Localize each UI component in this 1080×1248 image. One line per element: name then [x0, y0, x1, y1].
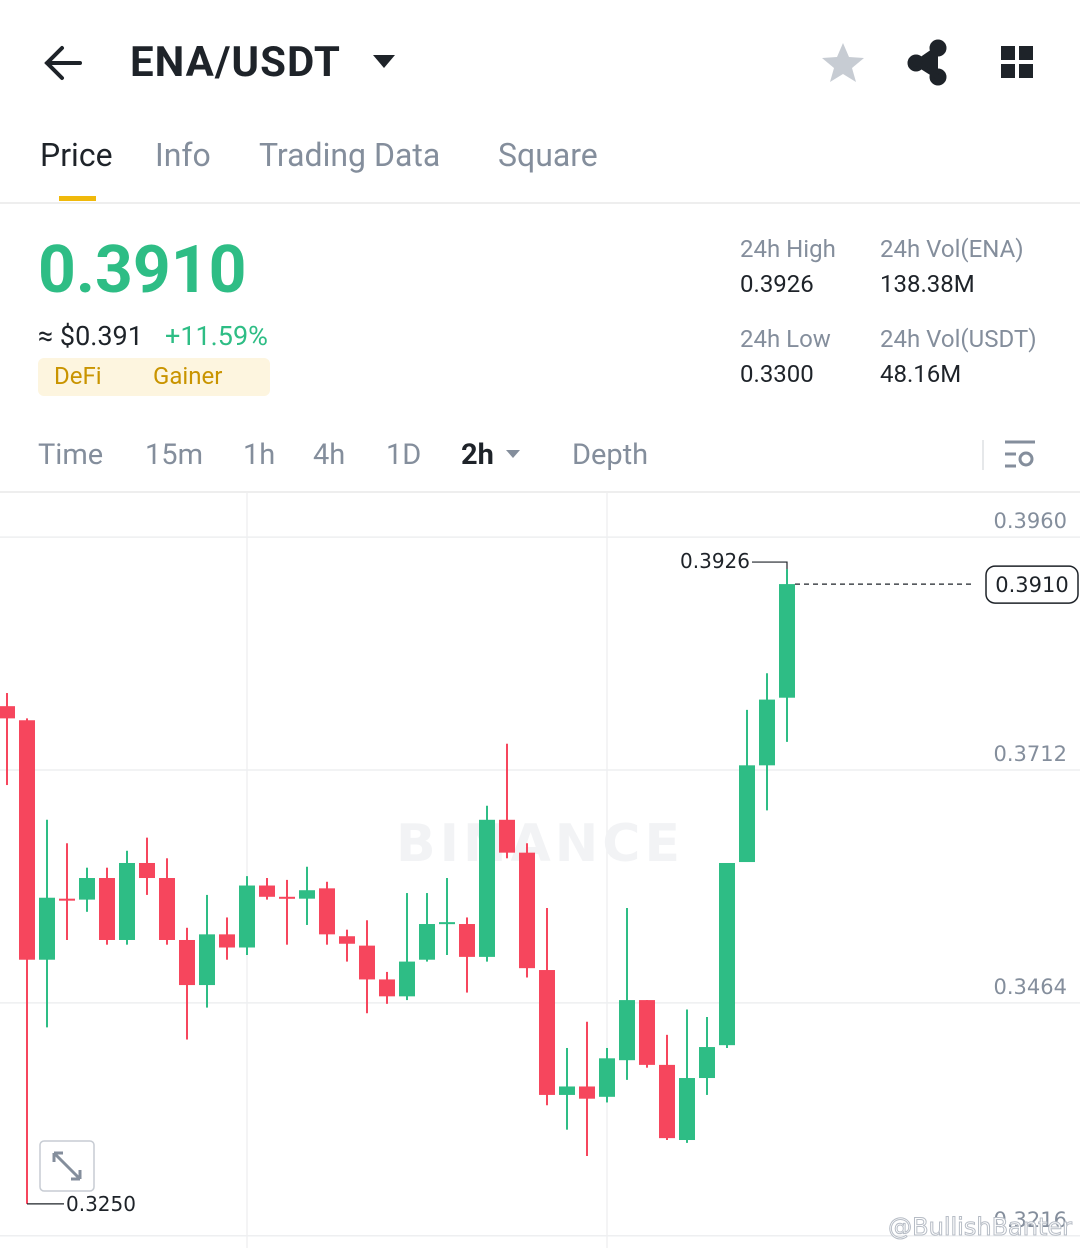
y-tick-label: 0.3216: [994, 1208, 1067, 1232]
candle-body: [299, 890, 315, 899]
candle-body: [359, 945, 375, 980]
last-price-box: [985, 565, 1079, 604]
interval[interactable]: 1D: [386, 438, 422, 472]
tab[interactable]: Price: [40, 136, 113, 174]
candle-body: [459, 924, 475, 957]
credit: @BullishBanter: [888, 1213, 1072, 1241]
back-button[interactable]: [44, 46, 82, 80]
interval[interactable]: 1h: [243, 438, 276, 472]
tag-box[interactable]: [38, 358, 270, 396]
high-annotation: 0.3926: [680, 549, 750, 573]
candle-body: [59, 898, 75, 901]
candle-body: [479, 819, 495, 957]
candle-body: [579, 1086, 595, 1099]
stat-label: 24h Vol(ENA): [880, 235, 1024, 263]
candle-body: [659, 1064, 675, 1139]
candle-body: [699, 1047, 715, 1079]
stat-value: 0.3300: [740, 360, 814, 388]
tab[interactable]: Square: [498, 136, 598, 174]
stat-label: 24h Low: [740, 325, 831, 353]
tab[interactable]: Info: [155, 136, 211, 174]
candle-body: [0, 706, 15, 719]
tag[interactable]: DeFi: [54, 362, 102, 390]
chart-settings[interactable]: [1005, 440, 1035, 468]
stat-value: 48.16M: [880, 360, 962, 388]
stat-value: 138.38M: [880, 270, 975, 298]
candle-body: [239, 885, 255, 948]
watermark: BINANCE: [396, 814, 684, 874]
candle-body: [159, 878, 175, 940]
candle-body: [439, 922, 455, 925]
candle-body: [679, 1078, 695, 1141]
approx-price: ≈ $0.391: [38, 320, 143, 352]
candle-body: [39, 897, 55, 960]
y-tick-label: 0.3712: [994, 742, 1067, 766]
last-price: 0.3910: [38, 232, 247, 309]
candle-body: [339, 936, 355, 944]
high-leader: [752, 561, 788, 570]
interval[interactable]: 4h: [313, 438, 346, 472]
candle-body: [199, 934, 215, 986]
candle-body: [779, 584, 795, 698]
stat-label: 24h Vol(USDT): [880, 325, 1037, 353]
candle-body: [619, 1000, 635, 1061]
candle-body: [19, 720, 35, 960]
candle-body: [559, 1086, 575, 1095]
tab-underline: [59, 196, 96, 201]
interval[interactable]: Time: [38, 438, 104, 472]
candle-body: [79, 878, 95, 900]
chart: BINANCE 0.3960 0.3712 0.3464 0.3216 0.3926 0.…: [0, 493, 1080, 1248]
pair-title[interactable]: ENA/USDT: [130, 38, 341, 87]
candle-body: [99, 878, 115, 940]
candle-body: [539, 970, 555, 1095]
grid-menu[interactable]: [1001, 46, 1033, 78]
favorite-star[interactable]: [822, 43, 864, 82]
expand-button[interactable]: [39, 1140, 95, 1192]
candle-body: [219, 934, 235, 948]
interval-dropdown[interactable]: [506, 450, 520, 458]
candle-body: [519, 852, 535, 969]
candle-body: [179, 939, 195, 986]
price-change: +11.59%: [165, 320, 268, 352]
interval[interactable]: Depth: [572, 438, 649, 472]
y-tick-label: 0.3464: [994, 975, 1067, 999]
candle-body: [259, 885, 275, 897]
low-annotation: 0.3250: [66, 1192, 136, 1216]
y-tick-label: 0.3960: [994, 509, 1067, 533]
candle-body: [419, 924, 435, 960]
candle-body: [139, 862, 155, 879]
candle-body: [499, 819, 515, 853]
candle-body: [279, 896, 295, 899]
candle-body: [379, 979, 395, 997]
pair-dropdown[interactable]: [373, 55, 395, 68]
candle-body: [599, 1058, 615, 1097]
interval[interactable]: 15m: [145, 438, 204, 472]
candle-body: [759, 699, 775, 766]
stat-label: 24h High: [740, 235, 836, 263]
share-button[interactable]: [907, 39, 947, 86]
tag[interactable]: Gainer: [153, 362, 223, 390]
tab[interactable]: Trading Data: [259, 136, 441, 174]
candle-body: [319, 888, 335, 935]
candle-body: [719, 862, 735, 1046]
candle-body: [739, 765, 755, 863]
candle-body: [399, 961, 415, 997]
stat-value: 0.3926: [740, 270, 814, 298]
candle-body: [639, 1000, 655, 1065]
last-price-label: 0.3910: [995, 573, 1068, 597]
interval[interactable]: 2h: [461, 438, 494, 472]
candle-body: [119, 862, 135, 940]
